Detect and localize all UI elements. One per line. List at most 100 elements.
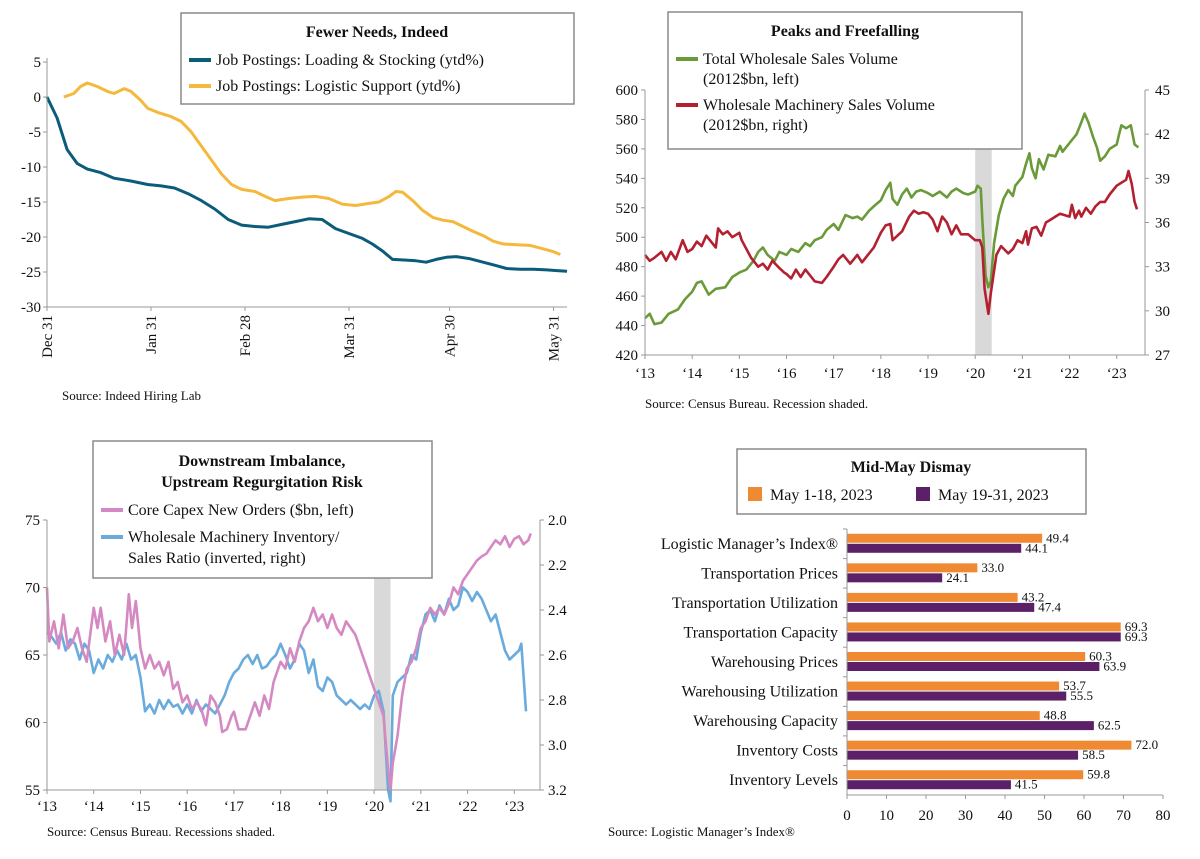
bar-value-label: 60.3 (1089, 649, 1112, 664)
x-tick-label: ‘20 (965, 366, 985, 382)
y-right-tick-label: 45 (1155, 83, 1170, 99)
bar-may-1-18 (847, 740, 1132, 750)
bar-value-label: 69.3 (1125, 619, 1148, 634)
bar-may-19-31 (847, 573, 943, 583)
bar-value-label: 59.8 (1087, 767, 1110, 782)
bar-may-19-31 (847, 662, 1100, 671)
legend-label-core-capex: Core Capex New Orders ($bn, left) (128, 502, 354, 519)
x-tick-label: ‘15 (130, 799, 150, 815)
legend-label-may-19-31: May 19-31, 2023 (938, 487, 1049, 504)
y-left-tick-label: 580 (616, 112, 639, 128)
bar-value-label: 72.0 (1135, 737, 1158, 752)
bar-value-label: 33.0 (981, 560, 1004, 575)
x-tick-label: ‘16 (777, 366, 797, 382)
y-tick-label: 5 (34, 55, 42, 71)
panel-mid-may-dismay: 49.444.1 33.0 24.1 43.247.4 69.369.3 60.363.9… (608, 448, 1171, 839)
x-tick-label: 40 (998, 808, 1013, 824)
y-right-tick-label: 2.0 (548, 513, 567, 529)
y-left-tick-label: 440 (616, 319, 639, 335)
legend-box-downstream (92, 440, 433, 579)
chart-title-downstream-line2: Upstream Regurgitation Risk (161, 474, 363, 491)
y-tick-label: -20 (21, 230, 41, 246)
x-tick-label: ‘14 (682, 366, 702, 382)
bar-may-19-31 (847, 632, 1121, 642)
bar-value-label: 49.4 (1046, 530, 1069, 545)
category-label: Transportation Utilization (672, 595, 838, 612)
y-right-tick-label: 2.6 (548, 648, 567, 664)
category-label: Inventory Costs (736, 743, 838, 760)
y-left-tick-label: 560 (616, 142, 639, 158)
bar-value-label: 63.9 (1103, 659, 1126, 674)
y-right-tick-label: 39 (1155, 171, 1170, 187)
bar-may-19-31 (847, 780, 1011, 790)
series-line-inventory-sales (46, 586, 528, 803)
y-right-tick-label: 2.8 (548, 693, 567, 709)
legend-label-logistic-support: Job Postings: Logistic Support (ytd%) (216, 78, 460, 95)
y-right-tick-label: 42 (1155, 127, 1170, 143)
bar-value-label: 53.7 (1063, 678, 1086, 693)
y-right-tick-label: 27 (1155, 348, 1171, 364)
x-tick-label: Feb 28 (238, 315, 254, 356)
bar-value-label: 43.2 (1022, 589, 1045, 604)
category-label: Warehousing Prices (711, 654, 838, 671)
y-tick-label: -10 (21, 160, 41, 176)
x-tick-label: ‘18 (271, 799, 291, 815)
x-tick-label: May 31 (547, 315, 563, 361)
bar-may-1-18 (847, 770, 1084, 780)
bar-may-1-18 (847, 652, 1086, 661)
y-left-tick-label: 70 (25, 581, 40, 597)
y-tick-label: -15 (21, 195, 41, 211)
bar-may-19-31 (847, 750, 1079, 760)
x-tick-label: Mar 31 (342, 315, 358, 359)
legend-label-total-wholesale-units: (2012$bn, left) (703, 71, 799, 88)
category-label: Warehousing Utilization (682, 684, 838, 701)
series-line-loading-stocking (45, 96, 568, 273)
x-tick-label: 50 (1037, 808, 1052, 824)
y-tick-label: 0 (34, 90, 42, 106)
bar-value-label: 47.4 (1038, 599, 1061, 614)
y-left-tick-label: 75 (25, 513, 40, 529)
bar-value-label: 55.5 (1070, 688, 1093, 703)
category-label: Transportation Capacity (684, 624, 839, 641)
legend-swatch-may-1-18 (748, 487, 762, 501)
legend-box-peaks (667, 11, 1023, 150)
x-tick-label: ‘21 (1012, 366, 1032, 382)
bar-may-1-18 (847, 592, 1018, 602)
legend-label-may-1-18: May 1-18, 2023 (770, 487, 873, 504)
bar-value-label: 58.5 (1082, 747, 1105, 762)
y-right-tick-label: 2.2 (548, 558, 567, 574)
y-left-tick-label: 65 (25, 648, 40, 664)
y-right-tick-label: 33 (1155, 260, 1170, 276)
x-tick-label: Apr 30 (443, 315, 459, 357)
x-tick-label: ‘17 (224, 799, 244, 815)
bar-value-label: 69.3 (1125, 629, 1148, 644)
y-left-tick-label: 460 (616, 289, 639, 305)
y-right-tick-label: 30 (1155, 304, 1170, 320)
y-left-tick-label: 420 (616, 348, 639, 364)
y-left-tick-label: 60 (25, 716, 40, 732)
y-left-tick-label: 480 (616, 260, 639, 276)
y-right-tick-label: 3.2 (548, 783, 567, 799)
bar-may-19-31 (847, 721, 1094, 731)
category-label: Warehousing Capacity (693, 713, 838, 730)
y-right-tick-label: 2.4 (548, 603, 567, 619)
x-tick-label: Dec 31 (40, 315, 56, 358)
category-label: Transportation Prices (701, 565, 838, 582)
bar-value-label: 24.1 (946, 570, 969, 585)
series-line-machinery-sales (643, 169, 1139, 316)
legend-label-inventory-sales: Wholesale Machinery Inventory/ (128, 529, 340, 546)
y-tick-label: -25 (21, 265, 41, 281)
x-tick-label: ‘23 (1107, 366, 1127, 382)
y-left-tick-label: 520 (616, 201, 639, 217)
bar-may-19-31 (847, 691, 1067, 701)
x-tick-label: 0 (843, 808, 851, 824)
x-tick-label: 10 (879, 808, 894, 824)
bar-may-19-31 (847, 602, 1035, 612)
category-label: Logistic Manager’s Index® (661, 536, 838, 553)
bar-may-1-18 (847, 533, 1043, 543)
x-tick-label: ‘22 (1060, 366, 1080, 382)
y-left-tick-label: 600 (616, 83, 639, 99)
bar-value-label: 62.5 (1098, 718, 1121, 733)
